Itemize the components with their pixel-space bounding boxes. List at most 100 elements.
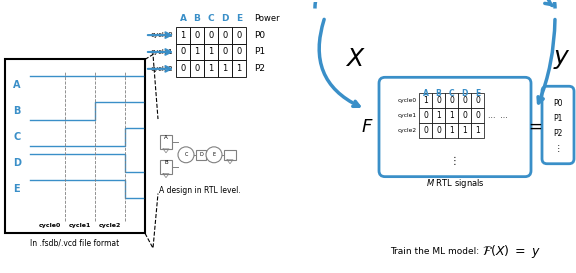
Text: In .fsdb/.vcd file format: In .fsdb/.vcd file format: [31, 238, 120, 247]
Text: Train the ML model:: Train the ML model:: [390, 247, 479, 256]
Text: A: A: [164, 135, 168, 140]
Text: D: D: [13, 158, 21, 168]
Text: C: C: [449, 89, 454, 98]
Text: 0: 0: [194, 64, 200, 73]
Bar: [445, 108, 458, 123]
Text: 0: 0: [180, 48, 185, 57]
Bar: [176, 43, 190, 60]
Text: B: B: [164, 160, 168, 165]
Bar: [471, 108, 484, 123]
Text: 1: 1: [209, 64, 214, 73]
Text: E: E: [213, 152, 215, 157]
Text: $F$: $F$: [361, 118, 373, 136]
Text: $y$: $y$: [553, 48, 571, 72]
Text: P2: P2: [554, 129, 563, 138]
Text: cycle1: cycle1: [69, 223, 91, 228]
Text: cycle0: cycle0: [150, 32, 173, 38]
Text: 1: 1: [423, 96, 428, 105]
Bar: [204, 27, 218, 43]
Text: P1: P1: [254, 48, 265, 57]
Bar: [190, 43, 204, 60]
Bar: [160, 135, 172, 149]
Text: 0: 0: [462, 96, 467, 105]
Circle shape: [206, 147, 222, 163]
Text: E: E: [475, 89, 480, 98]
Bar: [5, 60, 145, 233]
Text: ⋮: ⋮: [450, 156, 460, 166]
Text: 0: 0: [222, 48, 228, 57]
Text: 0: 0: [475, 111, 480, 120]
Text: P1: P1: [554, 114, 563, 123]
Text: 0: 0: [194, 31, 200, 40]
Text: 1: 1: [194, 48, 200, 57]
Text: 0: 0: [236, 48, 241, 57]
Text: $M$ RTL signals: $M$ RTL signals: [426, 177, 484, 190]
Bar: [458, 93, 471, 108]
Text: 0: 0: [423, 111, 428, 120]
Bar: [232, 60, 246, 77]
Bar: [445, 93, 458, 108]
Text: 0: 0: [475, 96, 480, 105]
Text: =: =: [528, 118, 542, 136]
Bar: [160, 160, 172, 174]
Text: B: B: [435, 89, 441, 98]
Text: 1: 1: [462, 126, 467, 135]
Circle shape: [178, 147, 194, 163]
Text: 0: 0: [180, 64, 185, 73]
Text: ⋮: ⋮: [554, 144, 562, 153]
Text: A: A: [180, 14, 187, 23]
Text: $\mathcal{F}(X)\ =\ y$: $\mathcal{F}(X)\ =\ y$: [482, 243, 541, 260]
Text: 0: 0: [236, 31, 241, 40]
Text: P0: P0: [554, 99, 563, 108]
Text: E: E: [13, 183, 20, 194]
Text: 1: 1: [222, 64, 228, 73]
Bar: [176, 27, 190, 43]
Bar: [176, 60, 190, 77]
Text: D: D: [199, 152, 203, 157]
Bar: [218, 60, 232, 77]
Text: 0: 0: [209, 31, 214, 40]
Text: A: A: [423, 89, 429, 98]
Bar: [190, 27, 204, 43]
Bar: [471, 93, 484, 108]
Text: cycle1: cycle1: [398, 113, 417, 118]
Text: C: C: [208, 14, 214, 23]
Bar: [445, 123, 458, 138]
Text: 0: 0: [462, 111, 467, 120]
Text: cycle0: cycle0: [39, 223, 61, 228]
Text: A design in RTL level.: A design in RTL level.: [159, 186, 241, 195]
Text: 1: 1: [209, 48, 214, 57]
Bar: [232, 27, 246, 43]
Text: cycle2: cycle2: [150, 66, 173, 72]
Bar: [232, 43, 246, 60]
Text: 0: 0: [423, 126, 428, 135]
Text: P2: P2: [254, 64, 265, 73]
Bar: [432, 123, 445, 138]
Text: $X$: $X$: [344, 48, 365, 72]
Bar: [224, 150, 236, 160]
Text: 1: 1: [449, 111, 454, 120]
FancyBboxPatch shape: [379, 77, 531, 177]
Bar: [471, 123, 484, 138]
Text: cycle0: cycle0: [398, 98, 417, 103]
Bar: [458, 123, 471, 138]
Text: 0: 0: [436, 126, 441, 135]
Text: C: C: [13, 132, 20, 142]
Bar: [204, 60, 218, 77]
Text: 0: 0: [449, 96, 454, 105]
Text: 1: 1: [475, 126, 480, 135]
Bar: [419, 93, 432, 108]
Text: cycle2: cycle2: [99, 223, 121, 228]
Bar: [218, 43, 232, 60]
Text: cycle2: cycle2: [398, 128, 417, 133]
Text: 1: 1: [449, 126, 454, 135]
Bar: [218, 27, 232, 43]
Bar: [419, 108, 432, 123]
Text: C: C: [184, 152, 188, 157]
Text: Power: Power: [254, 14, 279, 23]
Text: 1: 1: [180, 31, 185, 40]
Text: P0: P0: [254, 31, 265, 40]
Text: …  …: … …: [488, 111, 508, 120]
Text: cycle1: cycle1: [150, 49, 173, 55]
Text: D: D: [461, 89, 468, 98]
